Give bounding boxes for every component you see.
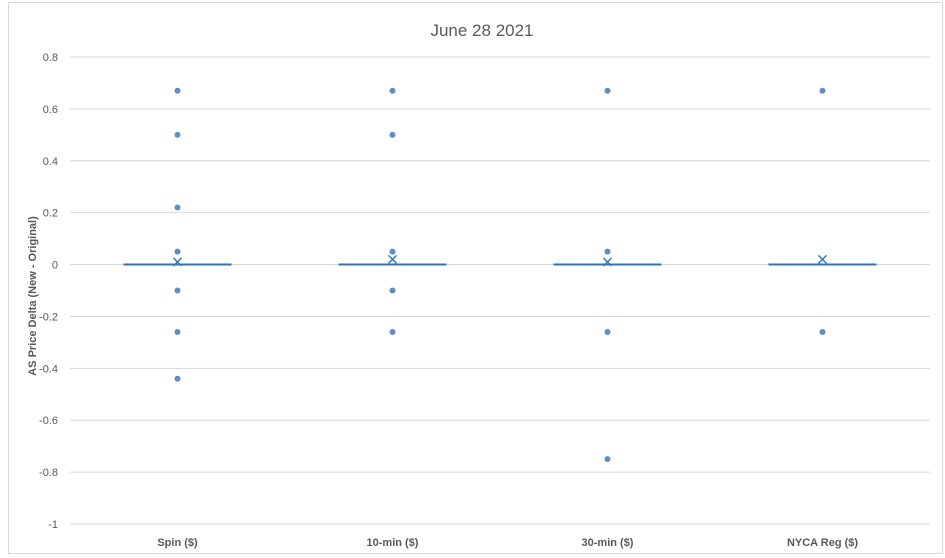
outlier-point xyxy=(389,131,396,138)
outlier-point xyxy=(604,248,611,255)
outlier-point xyxy=(389,287,396,294)
mean-marker-stroke xyxy=(388,254,397,264)
outlier-point xyxy=(174,131,181,138)
y-tick-label: -0.2 xyxy=(39,311,58,323)
series-group xyxy=(123,87,232,382)
y-tick-label: -0.6 xyxy=(39,415,58,427)
y-tick-label: -0.8 xyxy=(39,467,58,479)
y-tick-labels: 0.8 0.6 0.4 0.2 0 -0.2 -0.4 -0.6 -0.8 -1 xyxy=(39,52,58,531)
x-category-label: 30-min ($) xyxy=(582,537,634,549)
y-tick-label: 0 xyxy=(52,260,58,272)
mean-marker-stroke xyxy=(173,257,182,267)
y-tick-label: 0.8 xyxy=(43,52,58,64)
y-tick-label: 0.2 xyxy=(43,208,58,220)
mean-marker-stroke xyxy=(603,257,612,267)
chart-frame xyxy=(8,2,943,554)
mean-marker-stroke xyxy=(818,254,827,264)
series-group xyxy=(768,87,877,336)
outlier-point xyxy=(819,329,826,336)
y-axis-title: AS Price Delta (New - Original) xyxy=(27,216,39,376)
outlier-point xyxy=(389,329,396,336)
outlier-point xyxy=(604,329,611,336)
outlier-point xyxy=(174,87,181,94)
mean-marker xyxy=(388,254,397,264)
series-group xyxy=(553,87,662,463)
outlier-point xyxy=(174,287,181,294)
series-group xyxy=(338,87,447,336)
outlier-point xyxy=(174,204,181,211)
y-tick-label: -0.4 xyxy=(39,363,58,375)
mean-marker xyxy=(818,254,827,264)
x-category-label: NYCA Reg ($) xyxy=(787,537,858,549)
x-category-label: 10-min ($) xyxy=(367,537,419,549)
outlier-point xyxy=(819,87,826,94)
outlier-point xyxy=(174,329,181,336)
y-tick-label: -1 xyxy=(48,519,58,531)
y-tick-label: 0.6 xyxy=(43,104,58,116)
outlier-point xyxy=(174,375,181,382)
x-category-label: Spin ($) xyxy=(157,537,198,549)
y-tick-label: 0.4 xyxy=(43,156,58,168)
mean-marker xyxy=(603,257,612,267)
outlier-point xyxy=(389,87,396,94)
outlier-point xyxy=(389,248,396,255)
series-marks xyxy=(123,87,877,463)
chart-title: June 28 2021 xyxy=(430,21,533,40)
mean-marker xyxy=(173,257,182,267)
gridlines xyxy=(70,56,930,525)
outlier-point xyxy=(604,456,611,463)
outlier-point xyxy=(174,248,181,255)
outlier-point xyxy=(604,87,611,94)
x-category-labels: Spin ($) 10-min ($) 30-min ($) NYCA Reg ($) xyxy=(157,537,858,549)
